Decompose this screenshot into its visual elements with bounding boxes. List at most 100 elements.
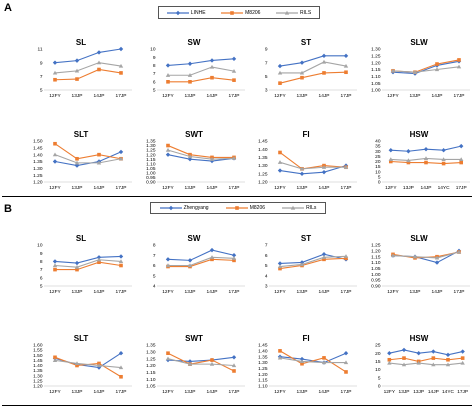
data-point	[118, 365, 124, 370]
y-tick-label: 8	[153, 63, 156, 69]
y-tick-label: 1.15	[371, 67, 381, 73]
data-point	[165, 356, 171, 361]
legend-item: M8206	[221, 10, 260, 16]
y-tick-label: 9	[153, 55, 156, 61]
y-tick-label: 1.25	[146, 356, 156, 362]
y-tick-label: 1.60	[33, 343, 43, 349]
data-point	[74, 160, 80, 165]
data-point	[96, 60, 102, 65]
data-point	[166, 80, 170, 84]
x-tick-label: 13JP	[72, 289, 83, 295]
legend-swatch	[225, 206, 248, 210]
data-point	[96, 363, 102, 368]
series-rils	[52, 152, 124, 165]
data-point	[343, 254, 349, 258]
y-tick-label: 4	[153, 284, 156, 290]
data-point	[96, 160, 102, 165]
y-tick-label: 1.35	[146, 343, 156, 349]
y-tick-label: 5	[265, 74, 268, 80]
y-tick-label: 5	[40, 284, 43, 290]
section-divider	[2, 196, 472, 197]
series-line	[55, 261, 122, 271]
y-tick-label: 10	[150, 47, 156, 53]
data-point	[278, 81, 282, 85]
y-tick-label: 1.05	[371, 266, 381, 272]
series-line	[279, 257, 347, 270]
y-tick-label: 11	[38, 47, 43, 53]
series-linhe	[388, 143, 464, 154]
data-point	[321, 165, 327, 169]
data-point	[97, 152, 101, 157]
data-point	[75, 156, 79, 161]
y-tick-label: 9	[265, 47, 268, 53]
data-point	[52, 70, 58, 75]
data-point	[343, 165, 349, 169]
data-point	[52, 259, 58, 264]
data-point	[460, 360, 465, 365]
data-point	[119, 263, 123, 268]
y-tick-label: 7	[40, 74, 43, 80]
data-point	[165, 263, 171, 268]
y-tick-label: 6	[153, 263, 156, 269]
x-tick-label: 12FY	[274, 93, 286, 99]
y-tick-label: 1.25	[258, 171, 268, 177]
data-point	[232, 258, 236, 263]
y-tick-label: 6	[40, 275, 43, 281]
series-line	[168, 256, 235, 267]
line-chart-sw: SW 4 5 6 7 8 12FY 13JP 14JP 17JP	[153, 234, 245, 295]
y-tick-label: 1.45	[258, 139, 268, 145]
series-line	[54, 143, 122, 160]
panel-label-a: A	[4, 2, 12, 14]
series-rils	[277, 254, 349, 269]
x-tick-label: 12FY	[274, 389, 286, 395]
series-rils	[277, 160, 349, 171]
series-line	[279, 357, 346, 364]
series-line	[279, 255, 347, 268]
data-point	[321, 252, 327, 257]
data-point	[388, 157, 393, 162]
chart-title: HSW	[410, 130, 429, 139]
x-tick-label: 17JP	[341, 289, 352, 295]
y-tick-label: 25	[375, 343, 381, 349]
legend-label: LINHE	[190, 9, 206, 16]
y-tick-label: 1.20	[33, 384, 43, 390]
series-rils	[390, 64, 462, 74]
y-tick-label: 0.95	[146, 175, 156, 181]
data-point	[118, 351, 124, 356]
series-rils	[165, 255, 237, 268]
data-point	[96, 50, 102, 55]
legend-item: Zhengyang	[159, 205, 209, 211]
series-rils	[387, 360, 465, 367]
y-tick-label: 1.25	[146, 148, 156, 154]
x-tick-label: 17JP	[454, 93, 465, 99]
data-point	[187, 258, 193, 263]
series-linhe	[277, 53, 349, 69]
y-tick-label: 5	[40, 88, 43, 94]
x-tick-label: 14JP	[428, 389, 439, 395]
y-tick-label: 7	[265, 60, 268, 66]
data-point	[299, 166, 305, 171]
x-tick-label: 14JP	[432, 289, 443, 295]
data-point	[321, 360, 327, 365]
data-point	[231, 256, 237, 260]
data-point	[277, 261, 283, 266]
x-tick-label: 14JP	[94, 185, 105, 191]
y-tick-label: 1.20	[146, 363, 156, 369]
x-tick-label: 13JP	[403, 185, 414, 191]
series-line	[389, 357, 463, 362]
data-point	[299, 262, 305, 267]
y-tick-label: 5	[265, 263, 268, 269]
x-tick-label: 13JP	[185, 389, 196, 395]
x-tick-label: 14JP	[207, 289, 218, 295]
data-point	[231, 355, 237, 360]
x-tick-label: 14JP	[94, 93, 105, 99]
y-tick-label: 1.25	[371, 243, 381, 249]
data-point	[96, 257, 102, 262]
line-chart-slw: SLW 0.900.951.001.051.101.151.201.25 12FY 1…	[371, 234, 470, 295]
x-tick-label: 14JP	[319, 289, 330, 295]
x-tick-label: 17JP	[229, 185, 240, 191]
chart-title: SLT	[74, 334, 89, 343]
series-line	[279, 55, 346, 67]
y-tick-label: 1.05	[371, 81, 381, 87]
y-tick-label: 1.30	[371, 47, 381, 53]
